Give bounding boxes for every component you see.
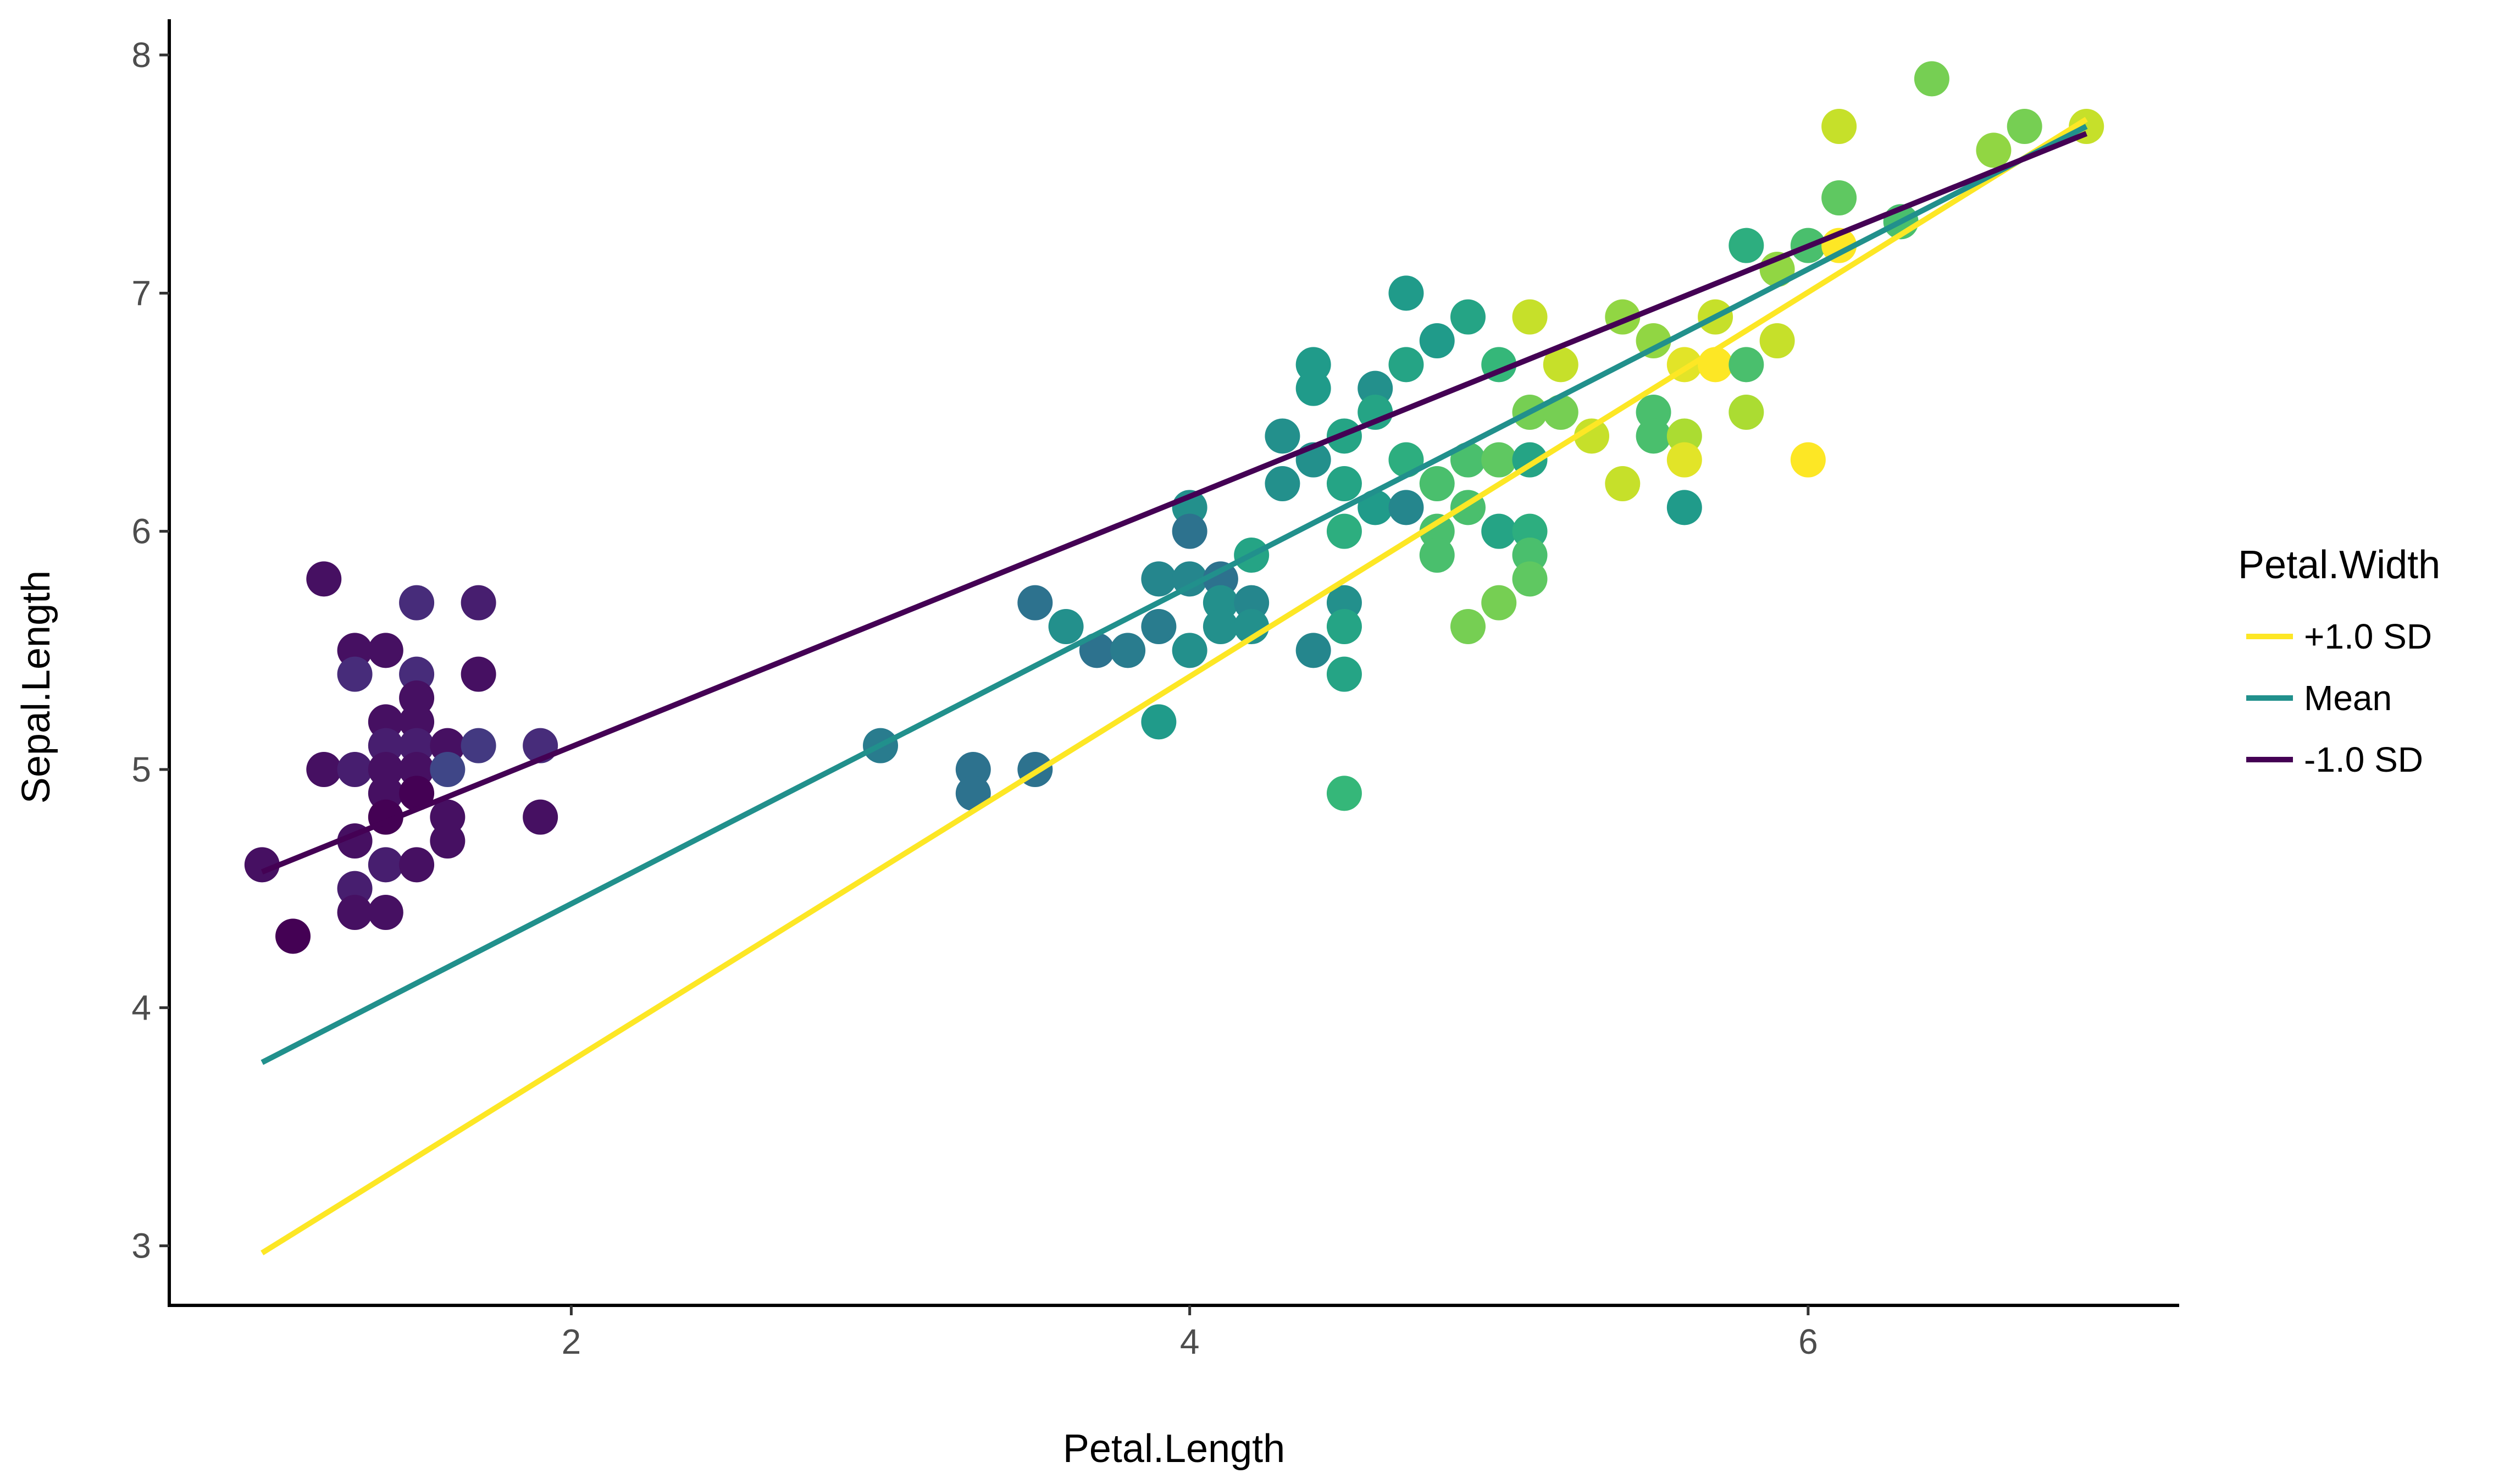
data-point [244,847,280,883]
data-point [1388,347,1424,383]
data-point [399,585,435,621]
data-point [2007,109,2042,144]
data-point [1419,538,1455,573]
data-point [1481,513,1517,549]
data-point [368,633,403,668]
data-point [461,656,496,692]
data-point [1110,633,1146,668]
data-point [461,728,496,763]
legend-label: -1.0 SD [2304,740,2423,779]
data-point [1048,609,1084,644]
data-point [1729,347,1764,383]
data-point [1326,656,1362,692]
data-point [1636,418,1671,454]
data-point [1295,370,1331,406]
data-point [1419,323,1455,358]
data-point [1450,299,1486,335]
data-point [1666,490,1702,525]
regression-line-2 [261,124,2088,1065]
regression-lines [261,117,2088,1255]
data-point [1821,180,1857,215]
data-point [430,823,466,859]
data-point [1729,395,1764,430]
y-tick-label: 4 [131,988,151,1027]
legend-label: Mean [2304,678,2392,718]
data-point [399,847,435,883]
data-point [1203,609,1238,644]
data-point [430,752,466,787]
y-axis-ticks: 3 4 5 6 7 8 [131,35,169,1266]
data-point [1821,109,1857,144]
data-point [275,918,311,954]
data-point [337,752,373,787]
data-point [1141,704,1177,740]
x-tick-label: 2 [562,1322,581,1361]
data-point [399,776,435,811]
data-point [1141,561,1177,597]
data-point [1481,442,1517,478]
data-point [1605,466,1641,501]
data-point [1265,466,1300,501]
legend-items: +1.0 SD Mean -1.0 SD [2246,617,2432,779]
legend-title: Petal.Width [2238,543,2440,587]
data-point [1141,609,1177,644]
data-point [955,776,991,811]
data-point [1512,561,1548,597]
y-tick-label: 6 [131,512,151,551]
x-tick-label: 4 [1180,1322,1200,1361]
y-tick-label: 5 [131,750,151,789]
data-point [1636,323,1671,358]
data-point [1172,561,1207,597]
data-point [1295,633,1331,668]
x-tick-label: 6 [1798,1322,1818,1361]
data-point [1172,633,1207,668]
data-point [1358,395,1393,430]
data-point [1326,776,1362,811]
data-point [368,847,403,883]
regression-line-3 [261,131,2088,874]
data-point [1388,275,1424,311]
x-axis-ticks: 2 4 6 [562,1305,1818,1361]
data-point [337,895,373,930]
legend-label: +1.0 SD [2304,617,2432,656]
y-tick-label: 7 [131,273,151,313]
data-point [1914,61,1949,97]
y-axis-title: Sepal.Length [14,571,58,804]
data-point [523,799,558,835]
y-tick-label: 3 [131,1226,151,1266]
data-point [1388,490,1424,525]
data-point [1017,585,1053,621]
data-point [1666,442,1702,478]
data-point [1543,347,1578,383]
data-point [1574,418,1610,454]
legend: Petal.Width +1.0 SD Mean -1.0 SD [2238,543,2440,779]
scatter-points [244,61,2104,954]
data-point [1790,442,1826,478]
data-point [1419,466,1455,501]
data-point [337,656,373,692]
data-point [1265,418,1300,454]
y-tick-label: 8 [131,35,151,75]
x-axis-title: Petal.Length [1063,1427,1285,1471]
data-point [1729,228,1764,263]
data-point [306,561,342,597]
data-point [461,585,496,621]
data-point [1172,513,1207,549]
data-point [1759,323,1795,358]
data-point [1481,585,1517,621]
data-point [1326,466,1362,501]
data-point [368,895,403,930]
data-point [1512,299,1548,335]
data-point [306,752,342,787]
data-point [1976,132,2012,168]
data-point [1326,513,1362,549]
regression-line-1 [261,117,2088,1255]
data-point [1450,609,1486,644]
data-point [1326,609,1362,644]
